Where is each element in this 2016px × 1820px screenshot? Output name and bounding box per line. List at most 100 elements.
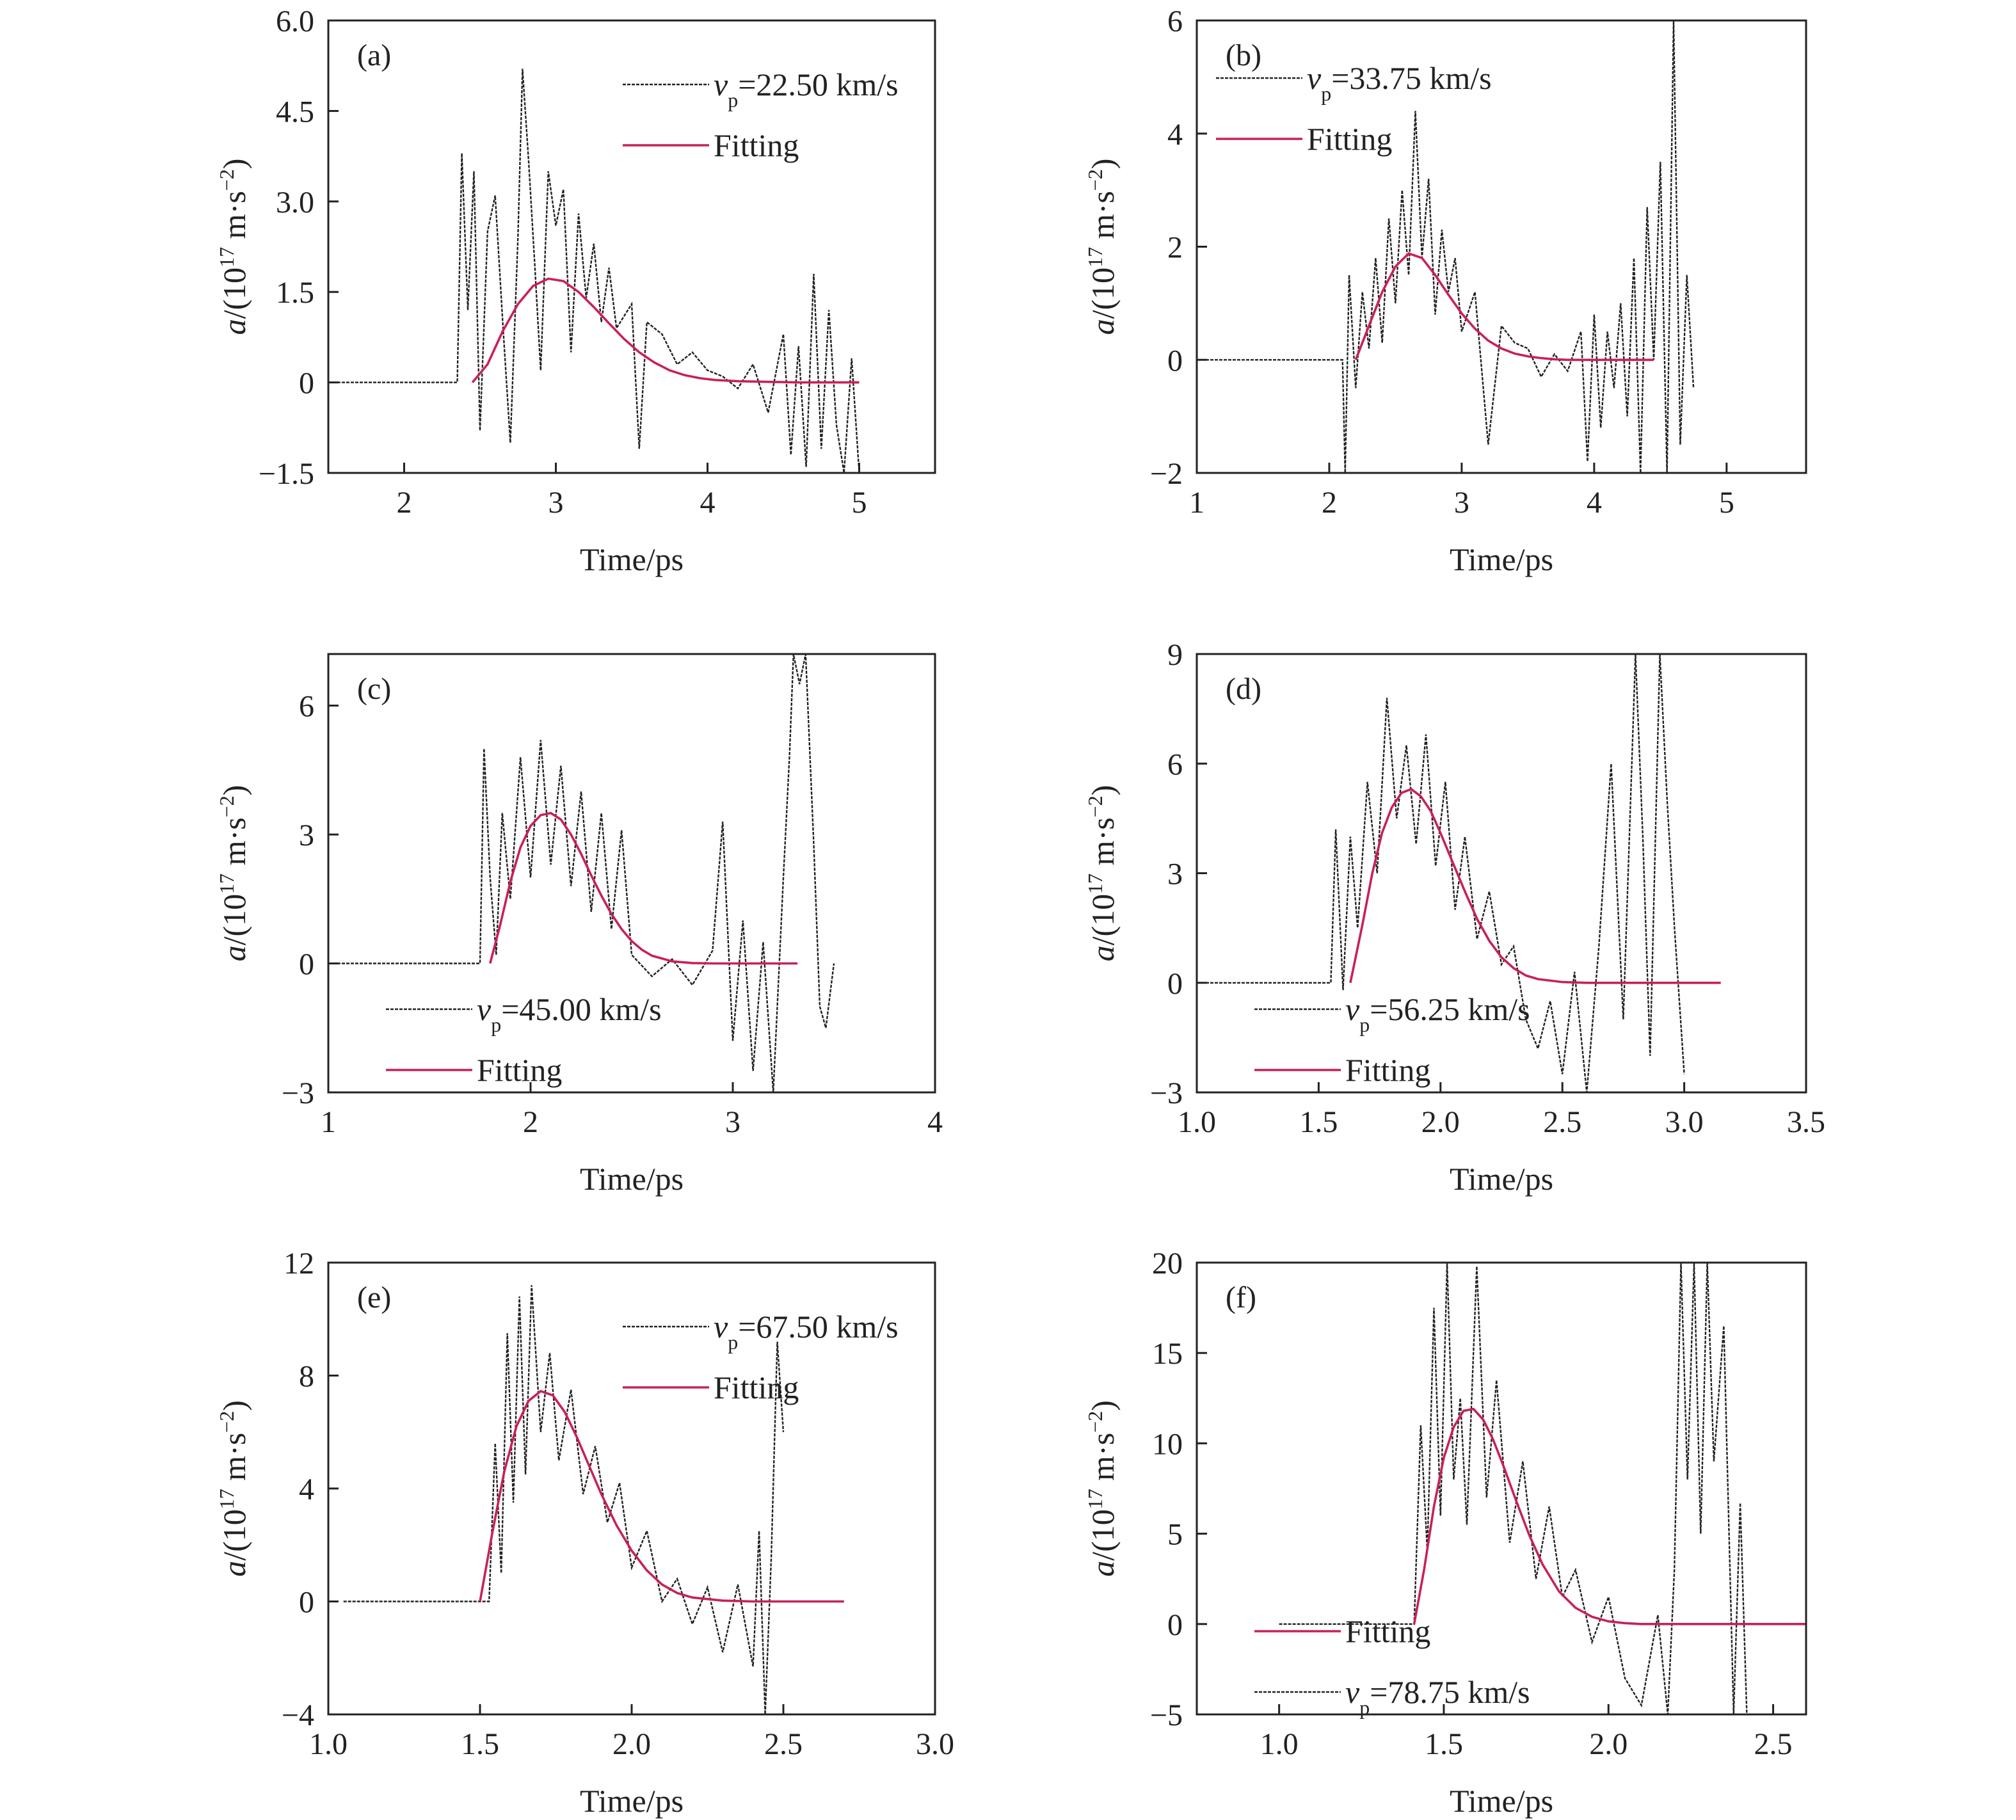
legend-entry: Fitting	[1345, 1052, 1430, 1088]
panel-a: 2 3 4 5 −1.5 0 1.5 3.0 4.5 6.0 Time/ps a/(1017 m·s−…	[215, 4, 936, 577]
x-tick-label: 1.5	[461, 1727, 499, 1761]
y-tick-label: 0	[299, 367, 314, 401]
x-tick-label: 3.0	[1665, 1105, 1704, 1139]
fitting-line-series-1	[1412, 1407, 1806, 1625]
y-axis-title: a/(1017 m·s−2)	[215, 785, 252, 962]
y-tick-label: 4	[299, 1473, 314, 1506]
panel-label: (c)	[357, 672, 391, 706]
x-tick-label: 3	[725, 1105, 740, 1139]
x-tick-label: 1.0	[309, 1727, 348, 1761]
y-tick-label: 12	[284, 1247, 314, 1281]
y-tick-label: 3	[1167, 858, 1183, 891]
x-axis-title: Time/ps	[580, 1783, 684, 1819]
legend-entry: vp=67.50 km/s	[714, 1309, 899, 1353]
y-tick-label: −4	[282, 1698, 314, 1732]
x-tick-label: 2	[1322, 486, 1337, 520]
y-tick-label: 2	[1167, 231, 1183, 265]
y-tick-label: 4.5	[276, 95, 314, 129]
legend-entry: vp=22.50 km/s	[714, 67, 899, 111]
legend-entry: vp=56.25 km/s	[1345, 991, 1530, 1036]
y-axis-title: a/(1017 m·s−2)	[1084, 785, 1121, 962]
fitting-line-series-1	[1354, 252, 1654, 362]
x-axis-title: Time/ps	[580, 1161, 684, 1197]
y-tick-label: 9	[1167, 638, 1183, 672]
y-tick-label: 6	[299, 690, 314, 724]
y-tick-label: −3	[1150, 1076, 1183, 1110]
y-tick-label: 4	[1167, 118, 1183, 152]
y-tick-label: 0	[1167, 344, 1183, 378]
data-line-series-0	[343, 1285, 785, 1714]
legend-entry: vp=78.75 km/s	[1345, 1674, 1530, 1719]
legend-entry: Fitting	[477, 1052, 562, 1088]
legend: vp=45.00 km/s Fitting	[386, 991, 662, 1088]
y-tick-label: 8	[299, 1360, 314, 1394]
plot-frame	[327, 19, 936, 474]
x-tick-label: 2	[523, 1105, 538, 1139]
x-tick-label: 2	[397, 486, 412, 520]
fitting-line-series-1	[479, 1389, 844, 1603]
y-tick-label: −1.5	[259, 457, 314, 491]
x-tick-label: 2.5	[1543, 1105, 1581, 1139]
y-tick-label: 15	[1152, 1337, 1183, 1371]
y-tick-label: 0	[299, 1586, 314, 1620]
legend-entry: Fitting	[1345, 1613, 1430, 1649]
y-tick-label: 0	[1167, 967, 1183, 1001]
x-tick-label: 3.5	[1787, 1105, 1825, 1139]
fitting-line-series-1	[1349, 788, 1721, 984]
data-line-series-0	[328, 68, 860, 473]
y-tick-label: 0	[1167, 1608, 1183, 1642]
y-tick-label: −5	[1150, 1698, 1183, 1732]
y-tick-label: 6	[1167, 747, 1183, 781]
x-tick-label: 2.5	[764, 1727, 803, 1761]
y-axis-title: a/(1017 m·s−2)	[1084, 159, 1121, 335]
x-tick-label: 5	[852, 486, 867, 520]
panel-f: 1.0 1.5 2.0 2.5 −5 0 5 10 15 20 Time/ps a/(1017 m·s…	[1084, 1247, 1807, 1819]
x-tick-label: 1.0	[1178, 1105, 1216, 1139]
y-tick-label: −3	[282, 1076, 314, 1110]
x-axis-title: Time/ps	[1450, 1783, 1553, 1819]
plot-frame	[1196, 1261, 1807, 1716]
x-tick-label: 3	[548, 486, 564, 520]
x-axis-title: Time/ps	[1450, 1161, 1553, 1197]
panel-label: (e)	[357, 1281, 391, 1314]
legend: vp=67.50 km/s Fitting	[623, 1309, 899, 1405]
y-tick-label: 3.0	[276, 186, 314, 220]
x-tick-label: 3.0	[916, 1727, 954, 1761]
y-axis-title: a/(1017 m·s−2)	[1084, 1400, 1121, 1577]
legend-entry: Fitting	[714, 127, 799, 163]
plot-frame	[327, 653, 936, 1094]
legend: vp=56.25 km/s Fitting	[1254, 991, 1530, 1088]
legend-entry: vp=33.75 km/s	[1307, 60, 1492, 105]
x-tick-label: 2.0	[1421, 1105, 1460, 1139]
y-tick-label: 1.5	[276, 276, 314, 310]
y-axis-title: a/(1017 m·s−2)	[215, 159, 252, 335]
panel-c: 1 2 3 4 −3 0 3 6 Time/ps a/(1017 m·s−2) (c) vp=45.0…	[215, 653, 943, 1197]
panel-label: (b)	[1226, 38, 1261, 72]
y-tick-label: −2	[1150, 457, 1183, 491]
x-tick-label: 2.0	[612, 1727, 651, 1761]
x-tick-label: 3	[1454, 486, 1469, 520]
legend-entry: Fitting	[1307, 121, 1392, 157]
panel-label: (a)	[357, 38, 391, 72]
x-tick-label: 4	[927, 1105, 943, 1139]
x-tick-label: 1	[321, 1105, 336, 1139]
legend-entry: Fitting	[714, 1369, 799, 1405]
plot-frame	[1196, 19, 1807, 474]
x-tick-label: 2.5	[1754, 1727, 1793, 1761]
panel-d: 1.0 1.5 2.0 2.5 3.0 3.5 −3 0 3 6 9 Time/ps a/(1017 m…	[1084, 638, 1825, 1197]
x-axis-title: Time/ps	[1450, 541, 1553, 577]
panel-label: (f)	[1226, 1281, 1256, 1314]
y-tick-label: 0	[299, 948, 314, 982]
x-tick-label: 5	[1719, 486, 1734, 520]
legend-entry: vp=45.00 km/s	[477, 991, 662, 1036]
x-tick-label: 4	[1587, 486, 1602, 520]
x-axis-title: Time/ps	[580, 541, 684, 577]
y-tick-label: 3	[299, 818, 314, 852]
legend: Fitting vp=78.75 km/s	[1254, 1613, 1530, 1719]
y-tick-label: 6	[1167, 4, 1183, 38]
legend: vp=33.75 km/s Fitting	[1216, 60, 1492, 157]
fitting-line-series-1	[489, 811, 798, 965]
